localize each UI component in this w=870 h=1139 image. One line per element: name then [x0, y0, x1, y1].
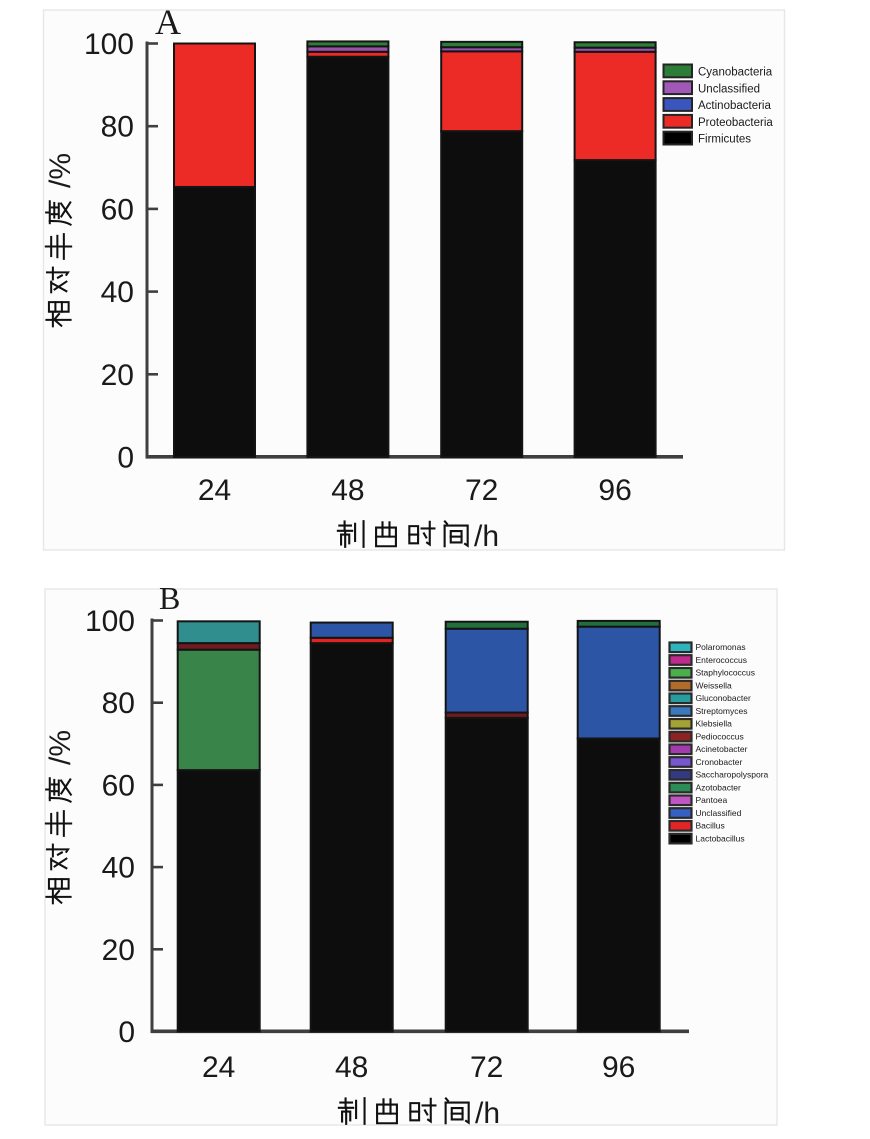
svg-text:Azotobacter: Azotobacter [696, 782, 742, 792]
svg-text:Lactobacillus: Lactobacillus [696, 833, 745, 843]
svg-text:72: 72 [465, 474, 498, 507]
svg-text:48: 48 [331, 474, 364, 507]
svg-text:Klebsiella: Klebsiella [696, 719, 733, 729]
svg-text:B: B [159, 580, 180, 616]
svg-text:Actinobacteria: Actinobacteria [698, 100, 771, 112]
svg-text:96: 96 [598, 474, 631, 507]
svg-text:96: 96 [602, 1051, 635, 1084]
svg-text:Pantoea: Pantoea [696, 795, 728, 805]
svg-text:Gluconobacter: Gluconobacter [696, 693, 751, 703]
svg-text:Staphylococcus: Staphylococcus [696, 668, 756, 678]
svg-text:A: A [155, 2, 181, 42]
svg-text:Bacillus: Bacillus [696, 821, 725, 831]
svg-text:Enterococcus: Enterococcus [696, 655, 748, 665]
svg-text:Saccharopolyspora: Saccharopolyspora [696, 770, 769, 780]
svg-text:Weissella: Weissella [696, 680, 732, 690]
svg-text:20: 20 [102, 934, 135, 967]
svg-text:/h: /h [474, 520, 499, 553]
svg-text:48: 48 [335, 1051, 368, 1084]
svg-text:40: 40 [102, 852, 135, 885]
svg-text:24: 24 [198, 474, 231, 507]
svg-text:Cyanobacteria: Cyanobacteria [698, 67, 773, 79]
svg-text:80: 80 [102, 687, 135, 720]
svg-text:40: 40 [101, 276, 134, 309]
svg-text:60: 60 [102, 769, 135, 802]
svg-text:Cronobacter: Cronobacter [696, 757, 743, 767]
svg-text:100: 100 [84, 28, 134, 61]
svg-text:/%: /% [44, 730, 77, 765]
svg-text:Polaromonas: Polaromonas [696, 642, 746, 652]
svg-text:80: 80 [101, 111, 134, 144]
svg-text:20: 20 [101, 359, 134, 392]
svg-text:0: 0 [117, 442, 134, 475]
svg-text:/%: /% [44, 153, 77, 188]
svg-text:Streptomyces: Streptomyces [696, 706, 748, 716]
svg-text:Acinetobacter: Acinetobacter [696, 744, 748, 754]
svg-text:Proteobacteria: Proteobacteria [698, 117, 773, 129]
svg-text:100: 100 [85, 605, 135, 638]
svg-text:72: 72 [470, 1051, 503, 1084]
svg-text:0: 0 [118, 1016, 135, 1049]
svg-text:/h: /h [475, 1097, 500, 1130]
svg-text:Unclassified: Unclassified [698, 83, 760, 95]
svg-text:Firmicutes: Firmicutes [698, 134, 751, 146]
svg-text:24: 24 [202, 1051, 235, 1084]
svg-text:Unclassified: Unclassified [696, 808, 742, 818]
svg-text:60: 60 [101, 193, 134, 226]
svg-text:Pediococcus: Pediococcus [696, 731, 744, 741]
